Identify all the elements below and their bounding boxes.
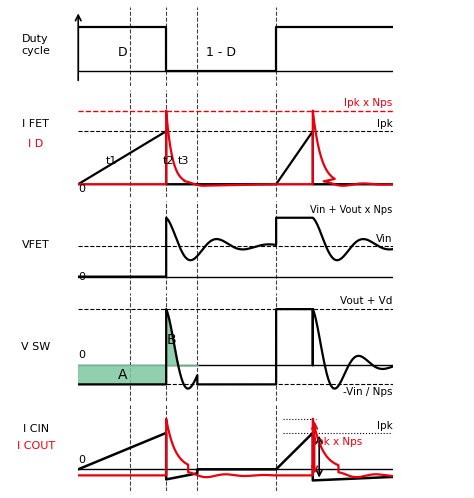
- Text: Ipk x Nps: Ipk x Nps: [344, 98, 392, 108]
- Text: 0: 0: [78, 184, 85, 194]
- Text: Vin + Vout x Nps: Vin + Vout x Nps: [310, 205, 392, 216]
- Text: I FET: I FET: [22, 120, 49, 129]
- Text: I D: I D: [28, 139, 43, 149]
- Text: t3: t3: [178, 155, 189, 166]
- Text: VFET: VFET: [22, 241, 49, 250]
- Text: 0: 0: [78, 350, 85, 360]
- Text: t2: t2: [163, 155, 175, 166]
- Text: B: B: [167, 333, 176, 347]
- Text: 1 - D: 1 - D: [206, 46, 236, 59]
- Text: Vin: Vin: [376, 234, 392, 244]
- Text: Ipk: Ipk: [377, 421, 392, 431]
- Text: Vout + Vd: Vout + Vd: [340, 296, 392, 306]
- Text: t1: t1: [106, 155, 118, 166]
- Text: 0: 0: [78, 272, 85, 282]
- Text: Ipk x Nps: Ipk x Nps: [314, 437, 362, 447]
- Text: A: A: [118, 368, 127, 382]
- Text: V SW: V SW: [21, 342, 50, 352]
- Text: Ipk: Ipk: [377, 119, 392, 129]
- Text: 0: 0: [78, 456, 85, 466]
- Text: -Vin / Nps: -Vin / Nps: [343, 387, 392, 397]
- Text: I COUT: I COUT: [17, 441, 55, 451]
- Text: D: D: [118, 46, 127, 59]
- Text: I CIN: I CIN: [23, 424, 49, 434]
- Text: Duty
cycle: Duty cycle: [21, 34, 50, 56]
